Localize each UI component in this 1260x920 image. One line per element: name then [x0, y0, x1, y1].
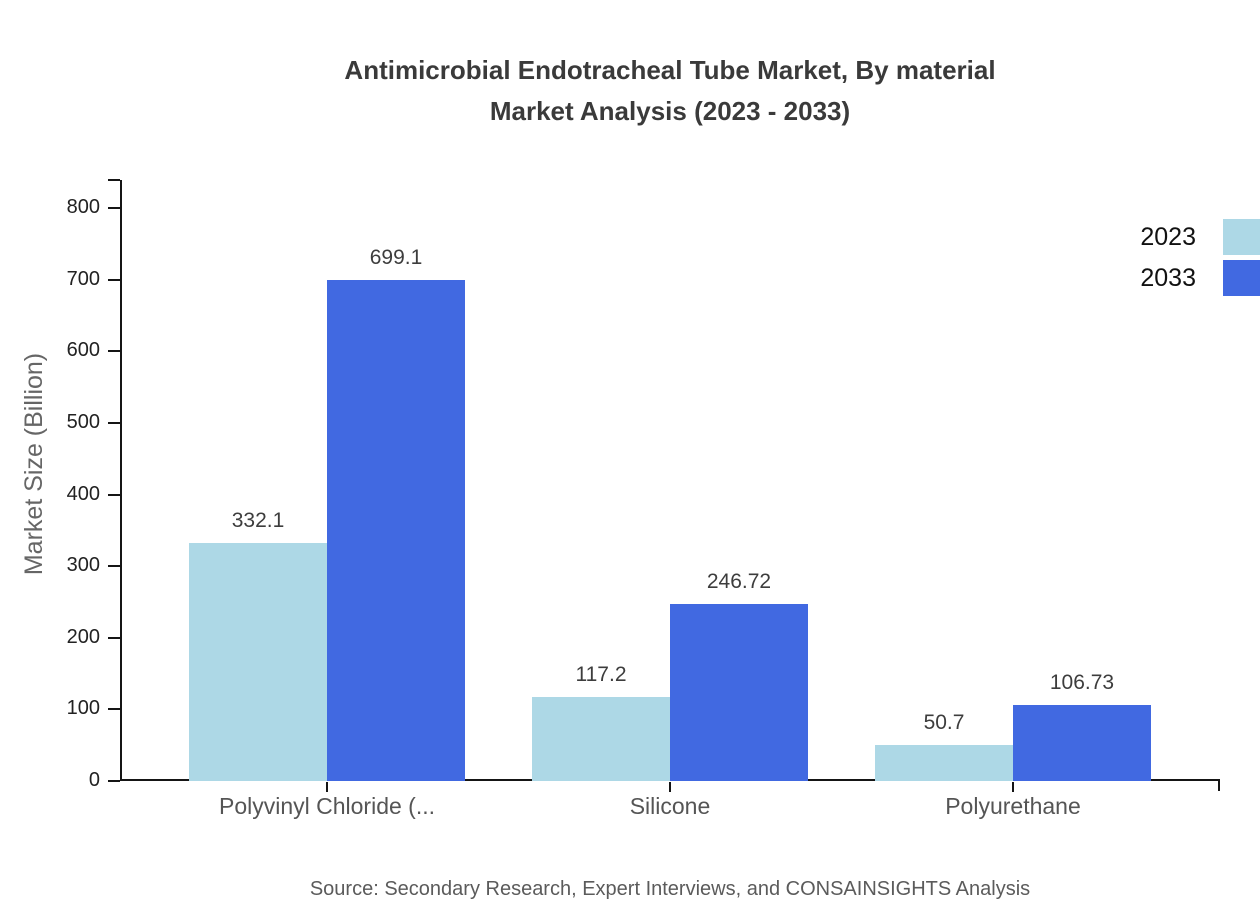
- x-axis-end-cap: [1218, 781, 1220, 791]
- y-axis-tick: [108, 780, 120, 782]
- legend-swatch: [1223, 219, 1260, 255]
- legend-swatch: [1223, 260, 1260, 296]
- bar-value-label: 332.1: [231, 509, 285, 533]
- bar-2033: [670, 604, 808, 781]
- y-tick-label: 400: [66, 482, 100, 505]
- y-axis-tick: [108, 493, 120, 496]
- y-tick-label: 200: [66, 625, 100, 648]
- x-axis-tick: [326, 782, 328, 792]
- category-label: Polyvinyl Chloride (...: [218, 793, 436, 819]
- y-tick-label: 500: [66, 410, 100, 433]
- category-label: Polyurethane: [945, 793, 1081, 819]
- bar-2023: [532, 697, 670, 781]
- chart-title-line1: Antimicrobial Endotracheal Tube Market, …: [344, 55, 996, 85]
- y-axis-tick: [108, 421, 120, 424]
- bar-value-label: 50.7: [923, 710, 965, 734]
- y-tick-label: 600: [66, 339, 100, 362]
- y-axis-tick: [108, 278, 120, 281]
- y-axis-tick: [108, 636, 120, 639]
- y-axis-tick: [108, 565, 120, 568]
- bar-value-label: 106.73: [1049, 670, 1115, 694]
- bar-value-label: 246.72: [706, 570, 772, 594]
- x-axis-tick: [1012, 782, 1014, 792]
- y-axis-top-cap: [108, 179, 120, 181]
- y-axis-title: Market Size (Billion): [20, 352, 48, 576]
- y-axis-tick: [108, 207, 120, 209]
- y-axis-tick: [108, 708, 120, 711]
- legend-item-2033: 2033: [1140, 260, 1260, 296]
- y-tick-label: 700: [66, 267, 100, 290]
- source-text: Source: Secondary Research, Expert Inter…: [309, 878, 1031, 900]
- bar-value-label: 117.2: [575, 663, 627, 687]
- y-axis-tick: [108, 350, 120, 353]
- legend-label: 2023: [1140, 222, 1196, 251]
- x-axis-tick: [669, 782, 671, 792]
- bar-2033: [327, 280, 465, 781]
- bar-2023: [875, 744, 1013, 781]
- bar-value-label: 699.1: [369, 246, 423, 270]
- chart-title-line2: Market Analysis (2023 - 2033): [489, 96, 851, 126]
- legend-item-2023: 2023: [1140, 219, 1260, 255]
- chart-title: Antimicrobial Endotracheal Tube Market, …: [80, 50, 1260, 132]
- y-tick-label: 300: [66, 554, 100, 577]
- y-tick-label: 100: [66, 697, 100, 720]
- legend-label: 2033: [1140, 263, 1196, 292]
- bar-2023: [189, 543, 327, 781]
- legend: 2023 2033: [1140, 219, 1260, 296]
- y-tick-label: 0: [88, 769, 100, 791]
- y-tick-label: 800: [66, 196, 100, 218]
- category-label: Silicone: [629, 793, 711, 819]
- bar-2033: [1013, 704, 1151, 781]
